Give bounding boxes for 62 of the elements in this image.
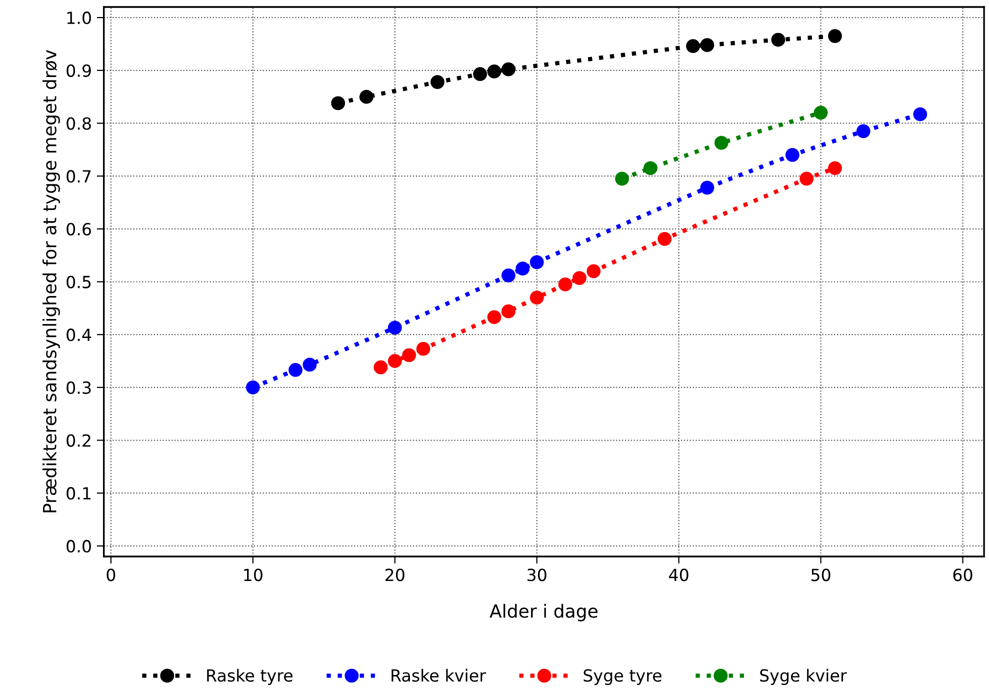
point	[402, 348, 416, 362]
legend-label: Raske tyre	[207, 668, 292, 685]
point	[643, 161, 658, 176]
point	[658, 232, 672, 246]
legend-label: Syge kvier	[760, 668, 847, 685]
point	[374, 360, 388, 374]
point	[416, 342, 430, 356]
point	[828, 29, 842, 44]
y-tick-label: 0.0	[66, 540, 91, 552]
x-tick-label: 50	[811, 568, 830, 582]
x-tick-label: 20	[386, 568, 404, 582]
point	[502, 304, 516, 318]
point	[516, 262, 530, 276]
point	[360, 90, 374, 104]
x-tick-label: 10	[244, 568, 262, 582]
legend-label: Syge tyre	[584, 669, 662, 685]
point	[388, 320, 402, 335]
point	[530, 255, 544, 270]
point	[246, 380, 260, 394]
x-tick-label: 40	[669, 568, 688, 582]
point	[828, 161, 842, 176]
point	[502, 62, 516, 76]
y-tick-label: 0.6	[66, 222, 91, 236]
point	[302, 358, 317, 372]
y-tick-label: 0.1	[66, 487, 90, 500]
point	[288, 363, 302, 377]
point	[700, 38, 714, 52]
point	[530, 290, 544, 305]
y-tick-label: 0.3	[66, 381, 91, 394]
y-tick-label: 0.2	[66, 434, 90, 447]
point	[487, 310, 502, 324]
point	[430, 75, 444, 89]
y-tick-label: 0.4	[66, 328, 92, 342]
y-axis-title: Prædikteret sandsynlighed for at tygge meget drøv	[42, 50, 60, 512]
point	[615, 172, 629, 186]
y-tick-label: 0.5	[66, 276, 91, 288]
point	[785, 148, 800, 162]
point	[586, 264, 601, 278]
point	[502, 268, 516, 282]
point	[800, 172, 814, 186]
y-tick-label: 0.9	[66, 64, 91, 77]
point	[686, 39, 700, 54]
point	[771, 32, 786, 47]
point	[473, 67, 488, 82]
point	[913, 107, 928, 122]
point	[700, 180, 714, 195]
y-tick-label: 0.7	[66, 170, 91, 183]
point	[487, 64, 502, 78]
point	[331, 96, 346, 110]
point	[856, 124, 870, 138]
point	[388, 354, 402, 368]
legend-label: Raske kvier	[392, 668, 486, 682]
point	[814, 106, 828, 120]
point	[714, 136, 728, 150]
x-tick-label: 0	[106, 568, 116, 582]
y-tick-label: 1.0	[67, 12, 91, 24]
y-tick-label: 0.8	[66, 117, 91, 130]
x-tick-label: 30	[528, 568, 546, 582]
point	[572, 271, 586, 285]
point	[558, 277, 572, 292]
x-axis-title: Alder i dage	[490, 604, 598, 622]
x-tick-label: 60	[953, 568, 972, 582]
